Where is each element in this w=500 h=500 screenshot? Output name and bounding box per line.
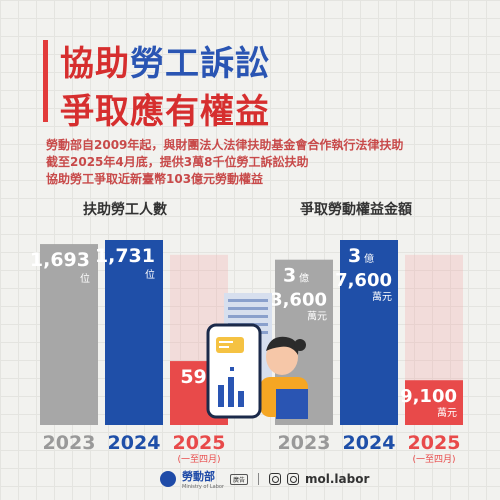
person-icon [260,336,308,419]
bar-unit-label: 位 [145,268,155,281]
ministry-logo: 勞動部 Ministry of Labor [182,468,224,490]
separator [258,473,259,485]
bar-unit-label: 位 [80,272,90,285]
category-label: 2023 [43,432,96,454]
intro-line: 勞動部自2009年起，與財團法人法律扶助基金會合作執行法律扶助 [46,138,404,152]
chart-title-amount: 爭取勞動權益金額 [300,202,412,218]
ministry-logo-icon [160,471,176,487]
bar-unit-yi: 億 [299,272,309,285]
bar [340,240,398,425]
bar-value-yi: 3 [283,265,296,287]
intro-text: 勞動部自2009年起，與財團法人法律扶助基金會合作執行法律扶助 截至2025年4… [46,137,403,188]
page-title-line1: 協助勞工訴訟 [60,36,270,85]
bar [405,380,463,425]
footer: 勞動部 Ministry of Labor 廣告 mol.labor [160,468,369,490]
bar-value-wan: 9,100 [400,386,457,407]
chart-title-workers: 扶助勞工人數 [83,202,167,218]
phone-icon [206,323,262,419]
category-label: 2023 [278,432,331,454]
bar-unit-wan: 萬元 [437,406,457,419]
logo-subtext: Ministry of Labor [182,484,224,490]
bar-value-label: 1,693 [30,249,90,271]
bar-value-label: 1,731 [95,245,155,267]
category-label: 2024 [343,432,396,454]
page-title-line2: 爭取應有權益 [60,92,270,132]
bar-unit-wan: 萬元 [307,310,327,323]
category-label: 2025 [408,432,461,454]
bar-value-yi: 3 [348,245,361,267]
category-note: (一至四月) [412,454,455,465]
intro-line: 協助勞工爭取近新臺幣103億元勞動權益 [46,172,264,186]
social-handle[interactable]: mol.labor [305,472,370,486]
bar-unit-yi: 億 [364,252,374,265]
category-label: 2024 [108,432,161,454]
bar-value-wan: 3,600 [270,290,327,311]
intro-line: 截至2025年4月底，提供3萬8千位勞工訴訟扶助 [46,155,309,169]
bar [40,244,98,425]
logo-text: 勞動部 [182,470,215,483]
category-label: 2025 [173,432,226,454]
bar-value-wan: 7,600 [335,270,392,291]
title-accent-bar [43,40,48,122]
bar [105,240,163,425]
threads-icon[interactable] [287,473,299,485]
category-note: (一至四月) [177,454,220,465]
instagram-icon[interactable] [269,473,281,485]
title-blue-part: 勞工訴訟 [130,44,270,84]
title-red-part: 協助 [60,44,130,84]
bar-unit-wan: 萬元 [372,290,392,303]
illustration-person-with-phone [206,293,308,419]
ad-tag: 廣告 [229,473,248,485]
